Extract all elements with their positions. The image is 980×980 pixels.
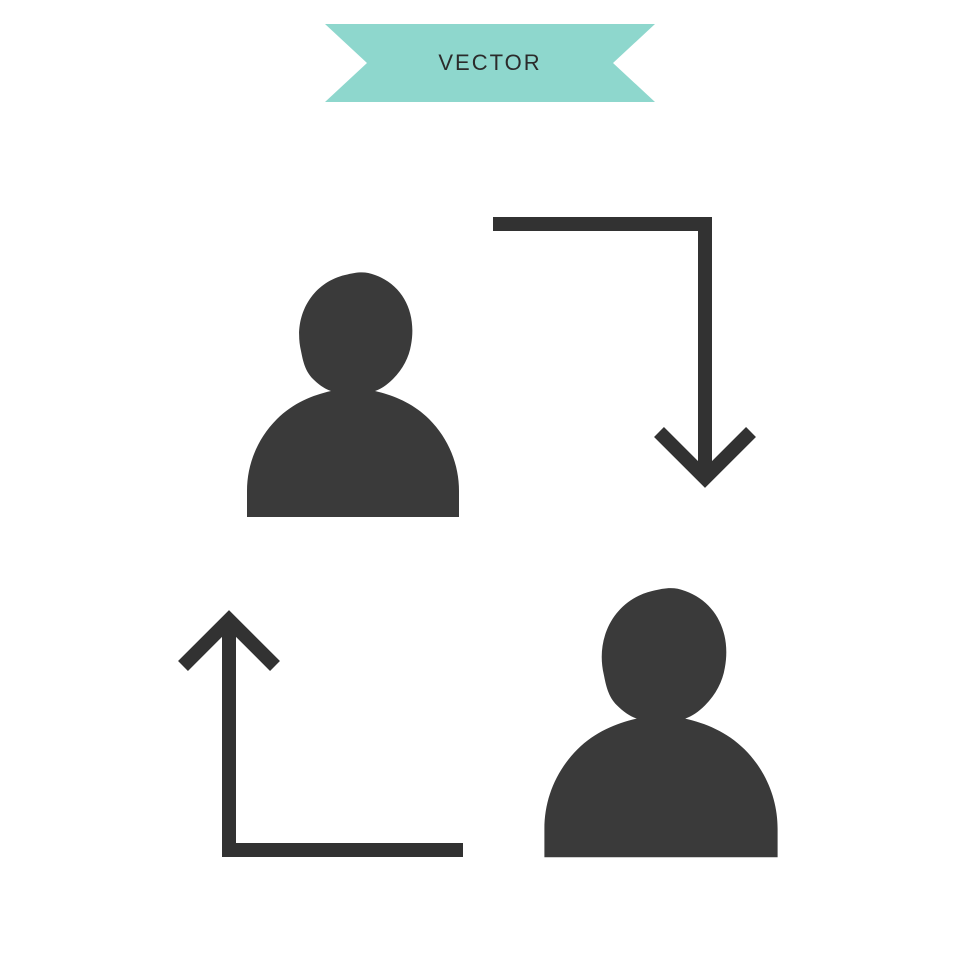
vector-ribbon: VECTOR: [325, 24, 655, 102]
person-top-left-icon: [247, 272, 459, 517]
person-bottom-right-icon: [544, 588, 777, 857]
user-exchange-icon: [95, 210, 885, 910]
arrow-down-icon: [493, 224, 751, 478]
ribbon-label: VECTOR: [325, 24, 655, 102]
arrow-up-icon: [183, 620, 463, 850]
stage: VECTOR: [0, 0, 980, 980]
